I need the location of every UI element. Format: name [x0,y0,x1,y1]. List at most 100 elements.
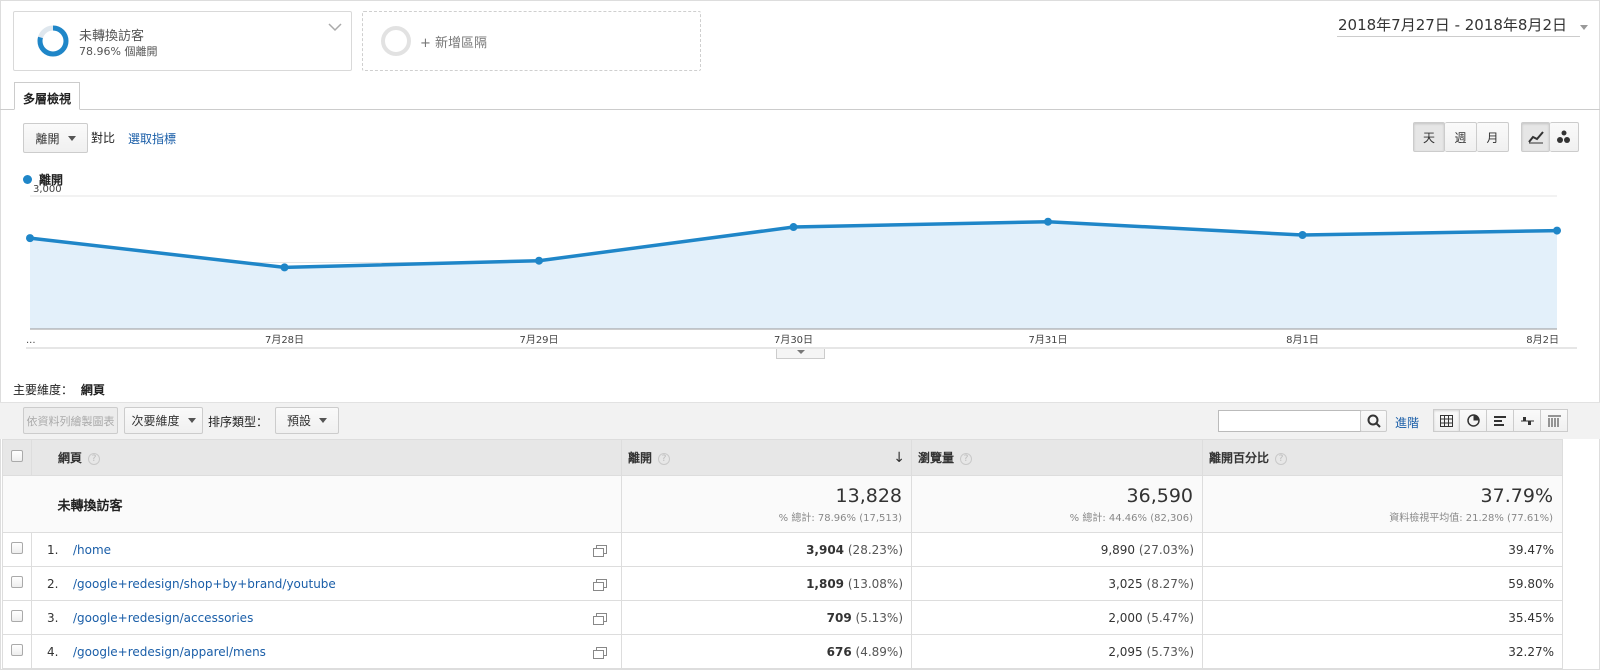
date-underline [1337,36,1580,37]
line-chart-button[interactable] [1521,122,1550,152]
totals-exits-cell: 13,828 % 總計: 78.96% (17,513) [621,475,912,533]
x-tick-label: 8月2日 [1526,334,1559,346]
table-search-input[interactable] [1218,410,1361,432]
chevron-down-icon[interactable] [328,22,342,32]
segment-subtitle: 78.96% 個離開 [79,45,158,58]
external-link-icon[interactable] [593,647,607,659]
add-segment-label: + 新增區隔 [420,36,488,51]
motion-chart-button[interactable] [1550,122,1579,152]
row-exits-pct: (5.13%) [855,610,903,625]
external-link-icon[interactable] [593,579,607,591]
select-metric-link[interactable]: 選取指標 [128,132,177,146]
row-pageviews-pct: (5.73%) [1146,644,1194,659]
row-checkbox[interactable] [11,610,23,622]
data-point [1044,217,1052,226]
data-table: 網頁? 離開? ↓ 瀏覽量? 離開百分比? 未轉換訪客 13,828 % 總計:… [2,439,1563,669]
row-checkbox-cell [2,566,32,601]
row-page-link[interactable]: /home [73,542,112,557]
col-header-page[interactable]: 網頁? [31,439,622,476]
chart-collapse-handle[interactable] [776,349,825,359]
search-icon [1367,414,1381,428]
row-pageviews-pct: (8.27%) [1146,576,1194,591]
view-table-button[interactable] [1433,409,1460,432]
view-pie-button[interactable] [1460,409,1487,432]
period-week-button[interactable]: 週 [1445,122,1477,152]
row-pageviews-cell: 2,000 (5.47%) [911,600,1203,635]
table-row: 4. /google+redesign/apparel/mens 676 (4.… [2,634,1563,669]
add-segment-card[interactable]: + 新增區隔 [362,11,701,71]
comparison-icon [1520,416,1534,425]
data-point [280,263,289,272]
plot-rows-button[interactable]: 依資料列繪製圖表 [23,407,118,434]
caret-down-icon [187,418,196,423]
period-month-button[interactable]: 月 [1477,122,1509,152]
secondary-dimension-select[interactable]: 次要維度 [124,407,203,434]
select-all-checkbox[interactable] [11,450,23,462]
totals-exit-rate-cell: 37.79% 資料檢視平均值: 21.28% (77.61%) [1202,475,1563,533]
primary-dimension-value[interactable]: 網頁 [80,383,105,397]
table-header-row: 網頁? 離開? ↓ 瀏覽量? 離開百分比? [2,439,1563,476]
totals-row: 未轉換訪客 13,828 % 總計: 78.96% (17,513) 36,59… [2,475,1563,533]
row-pageviews: 2,000 [1108,610,1143,625]
view-comparison-button[interactable] [1514,409,1541,432]
search-button[interactable] [1360,410,1387,432]
data-point [1298,231,1307,240]
row-exit-rate: 39.47% [1202,532,1563,567]
help-icon[interactable]: ? [1275,452,1288,465]
pivot-icon [1547,415,1561,427]
row-page-cell: 3. /google+redesign/accessories [31,600,622,635]
x-tick-label: ... [26,335,36,346]
view-pivot-button[interactable] [1541,409,1568,432]
sort-arrow-icon: ↓ [893,449,905,466]
col-header-exits[interactable]: 離開? ↓ [621,439,912,476]
segment-title: 未轉換訪客 [79,29,145,44]
caret-down-icon [67,135,76,141]
row-exits-cell: 3,904 (28.23%) [621,532,912,567]
external-link-icon[interactable] [593,613,607,625]
sort-type-select[interactable]: 預設 [275,407,339,434]
totals-pageviews-sub: % 總計: 44.46% (82,306) [1069,512,1193,524]
row-checkbox[interactable] [11,644,23,656]
col-header-exit-rate[interactable]: 離開百分比? [1202,439,1563,476]
help-icon[interactable]: ? [658,452,671,465]
external-link-icon[interactable] [593,545,607,557]
row-pageviews: 9,890 [1100,542,1136,557]
y-tick-label: 3,000 [33,185,62,195]
row-checkbox[interactable] [11,576,23,588]
series-area [30,221,1557,329]
row-page-link[interactable]: /google+redesign/shop+by+brand/youtube [73,576,336,591]
totals-label: 未轉換訪客 [31,475,622,533]
bubble-chart-icon [1557,130,1570,143]
date-range-selector[interactable]: 2018年7月27日 - 2018年8月2日 [1338,14,1588,35]
metric-select[interactable]: 離開 [23,123,88,153]
col-header-page-label: 網頁 [58,451,83,465]
row-pageviews: 2,095 [1108,644,1143,659]
data-point [535,256,543,265]
segment-card-active[interactable]: 未轉換訪客 78.96% 個離開 [13,11,352,71]
help-icon[interactable]: ? [960,452,973,465]
col-header-pageviews[interactable]: 瀏覽量? [911,439,1203,476]
period-toggle: 天 週 月 [1413,122,1509,152]
row-page-link[interactable]: /google+redesign/apparel/mens [73,644,266,659]
totals-exit-rate-sub: 資料檢視平均值: 21.28% (77.61%) [1389,512,1553,524]
row-checkbox-cell [2,532,32,567]
row-checkbox[interactable] [11,542,23,554]
totals-pageviews: 36,590 [1126,484,1193,507]
row-exit-rate: 32.27% [1202,634,1563,669]
x-tick-label: 7月31日 [1028,334,1067,346]
x-tick-label: 7月29日 [519,334,558,346]
caret-down-icon [1579,25,1588,30]
tab-explorer[interactable]: 多層檢視 [14,82,81,110]
row-exits: 3,904 [806,542,845,557]
row-index: 3. [47,610,59,625]
legend-label: 離開 [39,173,64,187]
row-page-link[interactable]: /google+redesign/accessories [73,610,254,625]
help-icon[interactable]: ? [88,452,101,465]
row-page-cell: 1. /home [31,532,622,567]
row-index: 1. [47,542,59,557]
view-performance-button[interactable] [1487,409,1514,432]
row-index: 4. [47,644,59,659]
row-exit-rate: 59.80% [1202,566,1563,601]
advanced-filter-link[interactable]: 進階 [1395,416,1420,430]
period-day-button[interactable]: 天 [1413,122,1445,152]
